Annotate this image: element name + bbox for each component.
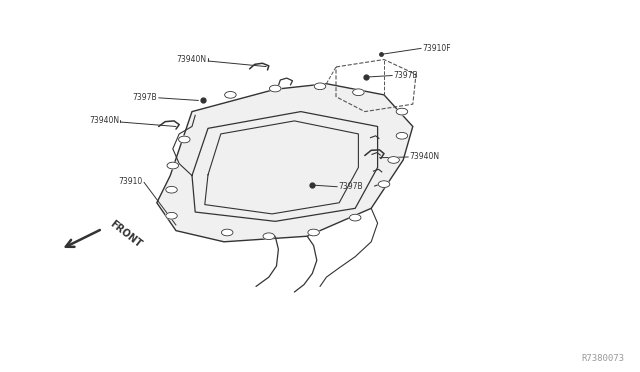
Text: 73940N: 73940N	[89, 116, 119, 125]
Text: 73940N: 73940N	[410, 153, 440, 161]
Circle shape	[308, 229, 319, 236]
Polygon shape	[157, 84, 413, 242]
Text: 7397B: 7397B	[133, 93, 157, 102]
Circle shape	[349, 214, 361, 221]
Circle shape	[378, 181, 390, 187]
Circle shape	[179, 136, 190, 143]
Circle shape	[167, 162, 179, 169]
Text: R7380073: R7380073	[581, 354, 624, 363]
Circle shape	[166, 212, 177, 219]
Circle shape	[166, 186, 177, 193]
Circle shape	[269, 85, 281, 92]
Circle shape	[396, 108, 408, 115]
Text: 73910: 73910	[118, 177, 143, 186]
Circle shape	[225, 92, 236, 98]
Circle shape	[353, 89, 364, 96]
Text: 7397B: 7397B	[339, 182, 363, 191]
Circle shape	[263, 233, 275, 240]
Circle shape	[314, 83, 326, 90]
Text: 7397B: 7397B	[394, 71, 418, 80]
Circle shape	[396, 132, 408, 139]
Circle shape	[221, 229, 233, 236]
Circle shape	[388, 157, 399, 163]
Text: 73940N: 73940N	[177, 55, 207, 64]
Text: 73910F: 73910F	[422, 44, 451, 53]
Text: FRONT: FRONT	[108, 219, 143, 250]
